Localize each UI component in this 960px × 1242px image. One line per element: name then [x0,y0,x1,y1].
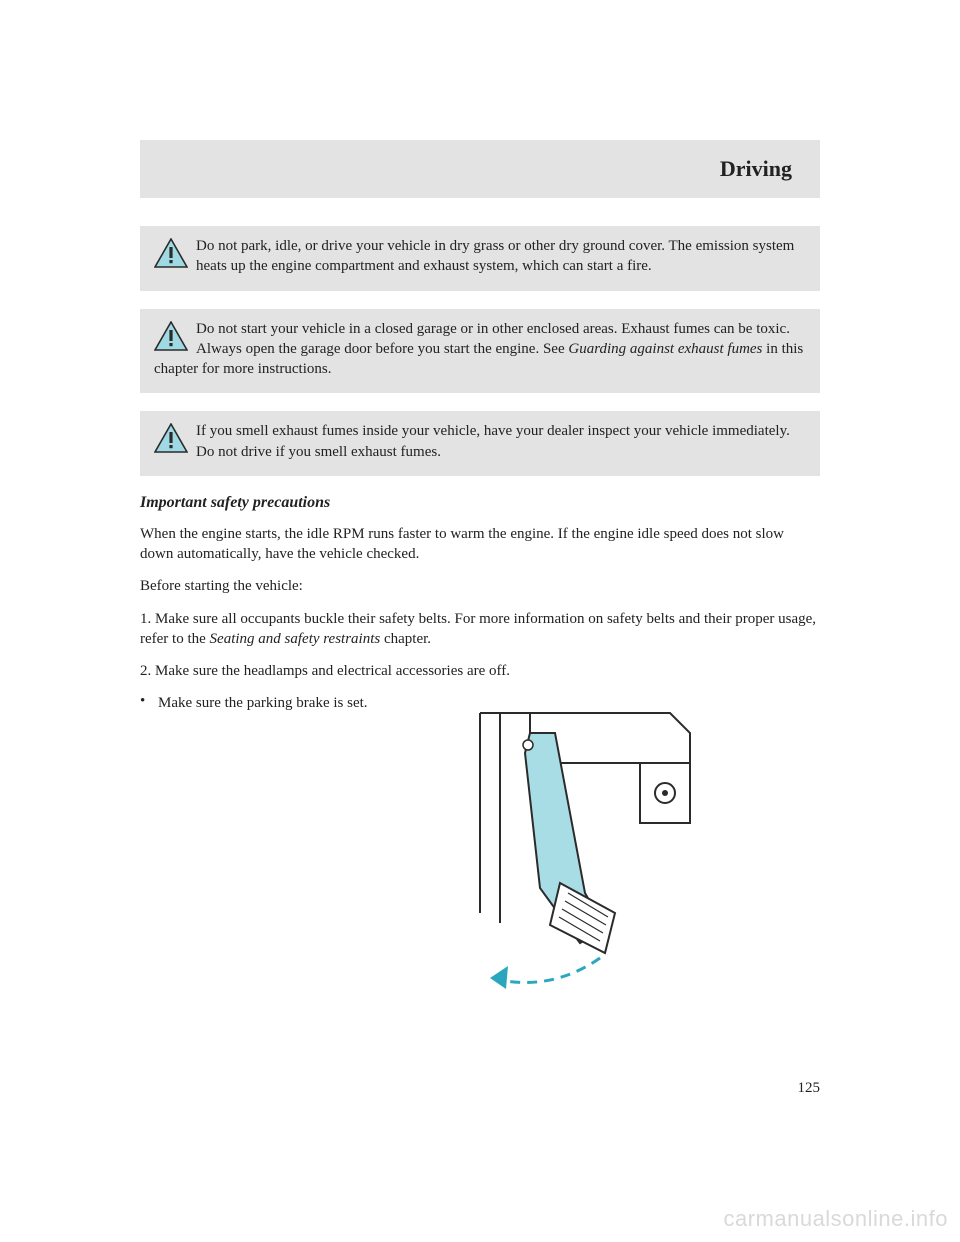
warning-text: If you smell exhaust fumes inside your v… [196,423,790,459]
warning-box: If you smell exhaust fumes inside your v… [140,411,820,476]
bullet-item: • Make sure the parking brake is set. [140,693,390,713]
warning-text: Do not park, idle, or drive your vehicle… [196,238,794,274]
body-paragraph: When the engine starts, the idle RPM run… [140,524,820,565]
page-title: Driving [720,156,792,182]
section-header: Driving [140,140,820,198]
warning-text: Do not start your vehicle in a closed ga… [154,321,803,378]
warning-box: Do not park, idle, or drive your vehicle… [140,226,820,291]
section-heading: Important safety precautions [140,494,820,512]
body-paragraph: Before starting the vehicle: [140,576,820,596]
step-item: 1. Make sure all occupants buckle their … [140,609,820,650]
warning-text-ref: Guarding against exhaust fumes [568,341,762,357]
warning-icon [154,238,188,274]
step-ref: Seating and safety restraints [210,631,381,647]
step-suffix: chapter. [380,631,431,647]
watermark: carmanualsonline.info [723,1206,948,1232]
step-item: 2. Make sure the headlamps and electrica… [140,661,820,681]
warning-box: Do not start your vehicle in a closed ga… [140,309,820,394]
bullet-marker: • [140,693,158,713]
warning-icon [154,321,188,357]
bullet-text: Make sure the parking brake is set. [158,693,390,713]
page-number: 125 [798,1080,821,1097]
warning-icon [154,423,188,459]
parking-brake-illustration [410,693,820,998]
